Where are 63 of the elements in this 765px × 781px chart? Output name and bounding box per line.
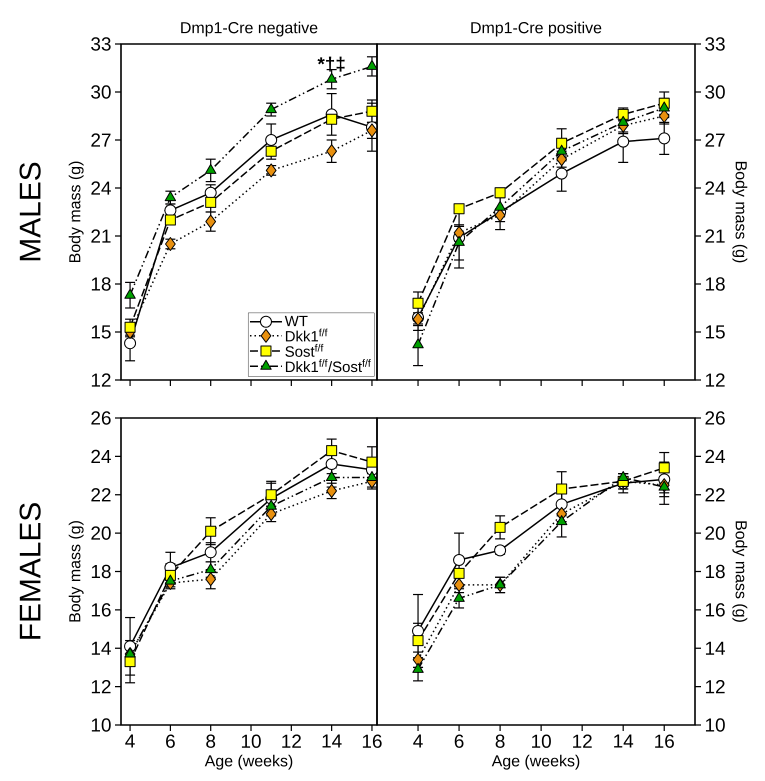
x-tick-label: 6 bbox=[166, 734, 175, 748]
y-tick-label: 20 bbox=[705, 526, 725, 540]
y-tick-label: 12 bbox=[706, 680, 725, 694]
text: MALES bbox=[20, 162, 41, 260]
y-tick-label: 24 bbox=[91, 450, 111, 463]
y-tick-label: 18 bbox=[706, 277, 725, 291]
y-tick-label: 21 bbox=[91, 229, 111, 243]
x-tick-label: 4 bbox=[125, 734, 135, 748]
y-tick-label: 24 bbox=[705, 450, 726, 463]
chart-title: Dmp1-Cre negative bbox=[181, 22, 318, 36]
y-tick-label: 26 bbox=[91, 411, 111, 425]
x-tick-label: 12 bbox=[573, 734, 592, 748]
x-tick-label: 6 bbox=[454, 734, 464, 748]
x-tick-label: 4 bbox=[413, 734, 423, 748]
y-tick-label: 24 bbox=[91, 181, 111, 195]
x-tick-label: 14 bbox=[322, 734, 342, 748]
x-axis-title: Age (weeks) bbox=[492, 754, 580, 770]
y-axis-title: Body mass (g) bbox=[68, 162, 84, 262]
x-tick-label: 10 bbox=[242, 734, 261, 748]
y-tick-label: 12 bbox=[92, 680, 111, 694]
x-tick-label: 16 bbox=[655, 734, 674, 748]
y-axis-title: Body mass (g) bbox=[68, 521, 84, 622]
y-tick-label: 15 bbox=[706, 325, 725, 339]
x-tick-label: 8 bbox=[206, 734, 216, 748]
chart-title: Dmp1-Cre positive bbox=[471, 22, 602, 36]
y-tick-label: 15 bbox=[92, 325, 111, 339]
y-tick-label: 26 bbox=[705, 411, 725, 425]
y-tick-label: 33 bbox=[91, 37, 111, 51]
x-tick-label: 10 bbox=[532, 734, 551, 748]
y-tick-label: 30 bbox=[91, 85, 111, 99]
y-tick-label: 16 bbox=[706, 603, 725, 617]
y-tick-label: 24 bbox=[705, 181, 726, 195]
x-tick-label: 8 bbox=[496, 734, 505, 748]
x-tick-label: 12 bbox=[282, 734, 301, 748]
y-tick-label: 27 bbox=[705, 133, 725, 147]
legend-label: WT bbox=[284, 316, 308, 326]
y-tick-label: 18 bbox=[92, 564, 111, 578]
y-tick-label: 10 bbox=[706, 718, 725, 732]
annotation: *†‡ bbox=[318, 56, 345, 72]
legend-label: Dkk1$^{f/f}$ bbox=[286, 328, 328, 342]
y-tick-label: 10 bbox=[92, 718, 111, 732]
y-tick-label: 30 bbox=[705, 85, 725, 99]
y-axis-title: Body mass (g) bbox=[732, 162, 748, 262]
y-tick-label: 27 bbox=[91, 133, 111, 147]
y-tick-label: 20 bbox=[91, 526, 111, 540]
y-tick-label: 18 bbox=[92, 277, 111, 291]
x-tick-label: 16 bbox=[362, 734, 382, 748]
y-tick-label: 33 bbox=[705, 37, 725, 51]
y-tick-label: 12 bbox=[92, 373, 111, 387]
legend-label: Sost$^{f/f}$ bbox=[285, 344, 324, 357]
y-tick-label: 12 bbox=[706, 373, 725, 387]
y-tick-label: 14 bbox=[92, 642, 111, 655]
x-tick-label: 14 bbox=[614, 734, 634, 748]
text: FEMALES bbox=[20, 503, 41, 639]
y-tick-label: 22 bbox=[91, 488, 111, 502]
legend-label: Dkk1$^{f/f}$/Sost$^{f/f}$ bbox=[286, 359, 371, 372]
x-axis-title: Age (weeks) bbox=[204, 754, 292, 770]
y-tick-label: 16 bbox=[92, 603, 111, 617]
y-tick-label: 22 bbox=[705, 488, 725, 502]
y-tick-label: 14 bbox=[706, 642, 726, 655]
y-tick-label: 18 bbox=[706, 564, 725, 578]
y-tick-label: 21 bbox=[705, 229, 725, 243]
y-axis-title: Body mass (g) bbox=[732, 521, 748, 622]
